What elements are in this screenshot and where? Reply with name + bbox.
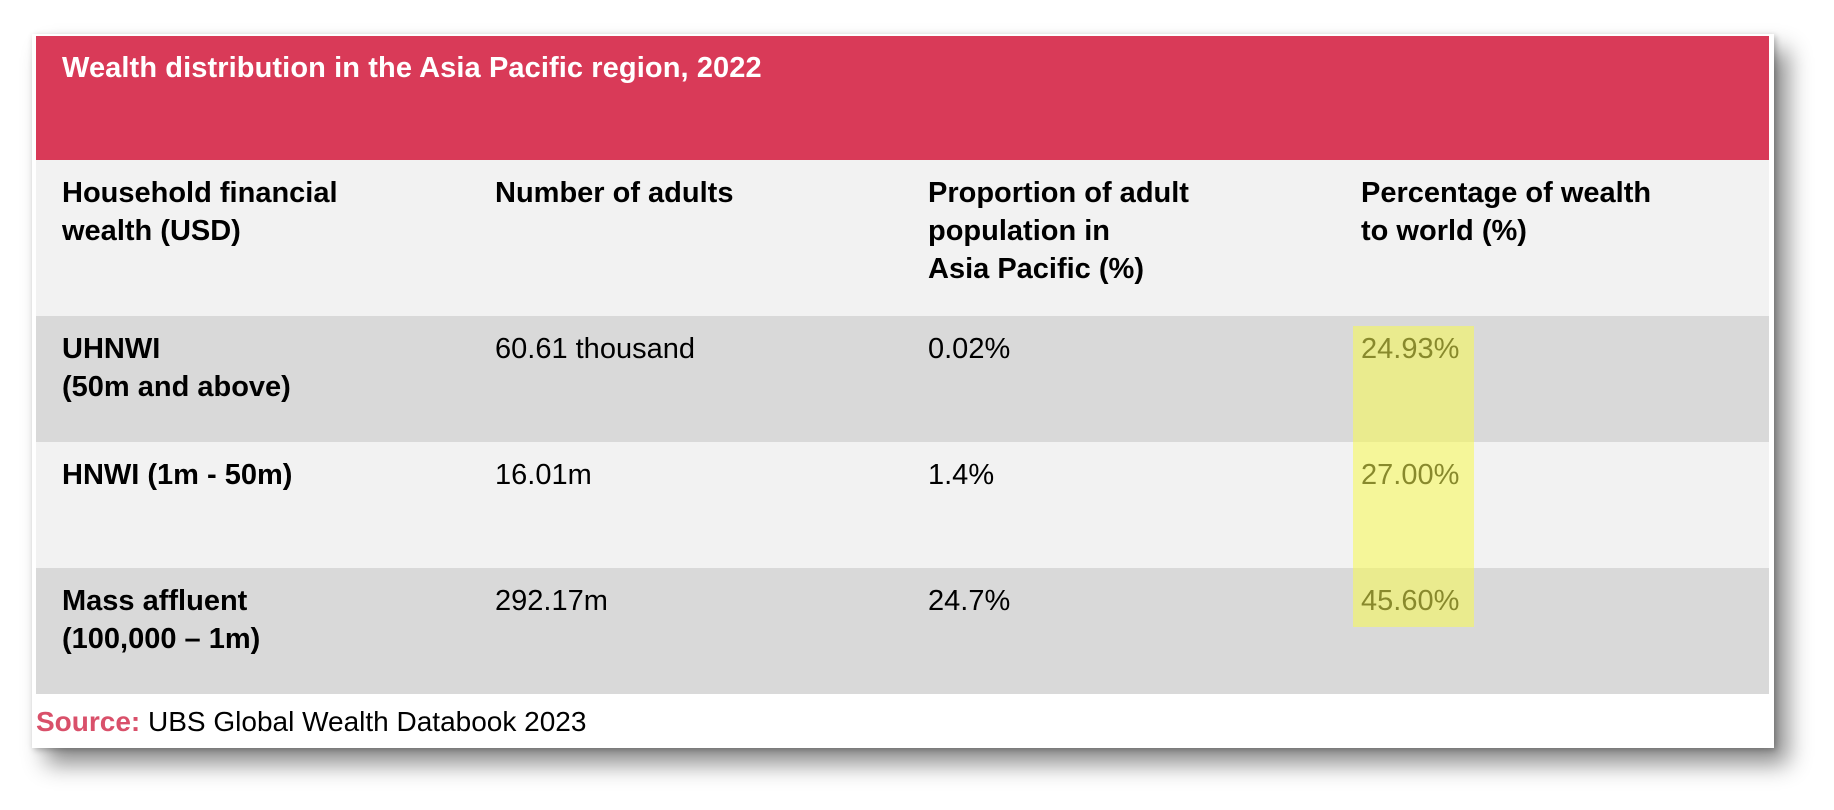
table-row: Mass affluent (100,000 – 1m) 292.17m 24.… [36, 568, 1769, 694]
table-row: UHNWI (50m and above) 60.61 thousand 0.0… [36, 316, 1769, 442]
source-text: UBS Global Wealth Databook 2023 [148, 706, 587, 737]
column-header-number-of-adults: Number of adults [495, 177, 734, 209]
column-header-row: Household financial wealth (USD) Number … [36, 160, 1769, 316]
row-proportion: 0.02% [928, 333, 1011, 365]
source-note: Source: UBS Global Wealth Databook 2023 [36, 706, 586, 738]
row-category: HNWI (1m - 50m) [62, 459, 293, 491]
row-proportion: 1.4% [928, 459, 995, 491]
table-title: Wealth distribution in the Asia Pacific … [62, 52, 762, 84]
table-header-banner: Wealth distribution in the Asia Pacific … [36, 36, 1769, 160]
column-header-proportion: Proportion of adult population in Asia P… [928, 177, 1189, 285]
row-category: UHNWI (50m and above) [62, 333, 291, 403]
row-wealth-share: 27.00% [1361, 459, 1460, 491]
row-adults: 16.01m [495, 459, 592, 491]
row-category: Mass affluent (100,000 – 1m) [62, 585, 261, 655]
column-header-wealth-share: Percentage of wealth to world (%) [1361, 177, 1652, 247]
row-adults: 60.61 thousand [495, 333, 695, 365]
row-wealth-share: 24.93% [1361, 333, 1460, 365]
source-label: Source: [36, 706, 141, 737]
table-row: HNWI (1m - 50m) 16.01m 1.4% 27.00% [36, 442, 1769, 568]
wealth-table-card: Wealth distribution in the Asia Pacific … [32, 34, 1774, 748]
row-proportion: 24.7% [928, 585, 1011, 617]
column-header-financial-wealth: Household financial wealth (USD) [62, 177, 338, 247]
row-wealth-share: 45.60% [1361, 585, 1460, 617]
row-adults: 292.17m [495, 585, 608, 617]
